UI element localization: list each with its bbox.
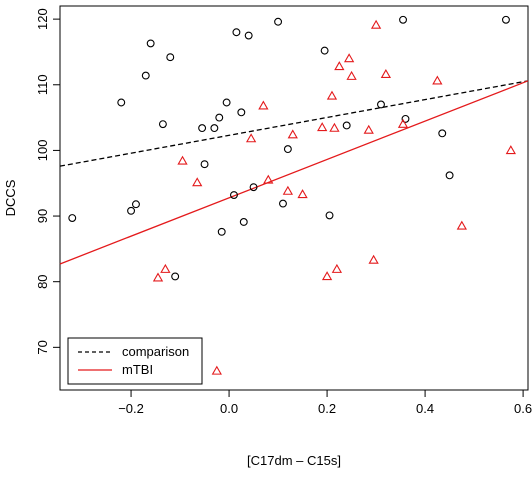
mtbi-fit-line — [59, 80, 529, 265]
mtbi-point — [263, 174, 274, 184]
y-tick-label: 120 — [35, 8, 50, 30]
y-tick-label: 70 — [35, 340, 50, 354]
comparison-point — [230, 191, 238, 199]
mtbi-point — [321, 271, 333, 281]
data-points — [68, 15, 516, 375]
y-tick-label: 80 — [35, 274, 50, 288]
comparison-point — [127, 206, 136, 215]
comparison-point — [279, 199, 287, 208]
comparison-point — [401, 114, 410, 123]
mtbi-point — [152, 272, 164, 282]
comparison-point — [283, 145, 292, 154]
comparison-point — [244, 31, 253, 40]
mtbi-point — [297, 189, 308, 199]
comparison-point — [445, 171, 454, 180]
comparison-point — [222, 98, 231, 107]
plot-area — [59, 5, 529, 391]
mtbi-point — [343, 53, 355, 63]
mtbi-point — [346, 70, 357, 80]
legend-mtbi-label: mTBI — [122, 362, 153, 377]
x-tick-label: −0.2 — [118, 401, 144, 416]
comparison-point — [239, 218, 248, 226]
y-tick-label: 90 — [35, 209, 50, 223]
mtbi-point — [245, 133, 257, 143]
mtbi-point — [287, 129, 298, 139]
x-tick-label: 0.2 — [318, 401, 336, 416]
legend: comparison mTBI — [67, 337, 203, 385]
x-axis-label: [C17dm – C15s] — [247, 453, 341, 468]
mtbi-point — [368, 254, 379, 264]
comparison-point — [117, 98, 126, 107]
fit-lines — [59, 80, 529, 265]
y-axis: 70 80 90 100 110 120 — [35, 8, 60, 355]
comparison-point — [249, 183, 258, 192]
comparison-point — [274, 17, 283, 26]
comparison-point — [325, 211, 334, 220]
comparison-point — [399, 15, 407, 24]
comparison-point — [438, 129, 447, 138]
comparison-fit-line — [59, 80, 529, 167]
comparison-point — [320, 46, 329, 55]
mtbi-point — [370, 19, 382, 29]
comparison-point — [171, 272, 180, 281]
mtbi-point — [334, 61, 345, 71]
mtbi-point — [282, 185, 294, 195]
mtbi-point — [397, 118, 409, 128]
comparison-point — [210, 124, 219, 133]
y-axis-label: DCCS — [3, 179, 18, 216]
mtbi-point — [505, 145, 516, 155]
x-axis: −0.2 0.0 0.2 0.4 0.6 — [118, 390, 532, 416]
x-tick-label: 0.4 — [416, 401, 434, 416]
comparison-point — [217, 227, 226, 236]
mtbi-point — [317, 122, 328, 132]
comparison-point — [237, 108, 246, 117]
mtbi-point — [380, 68, 392, 78]
comparison-point — [146, 39, 155, 48]
mtbi-point — [258, 100, 269, 110]
comparison-point — [158, 120, 167, 129]
legend-comparison-label: comparison — [122, 344, 189, 359]
plot-frame — [59, 5, 529, 391]
mtbi-point — [331, 263, 343, 273]
legend-box — [67, 337, 203, 385]
comparison-point — [232, 28, 241, 37]
mtbi-point — [329, 122, 340, 132]
y-tick-label: 100 — [35, 140, 50, 162]
comparison-point — [342, 121, 351, 130]
comparison-point — [501, 15, 510, 24]
mtbi-point — [177, 155, 188, 165]
mtbi-point — [211, 365, 222, 375]
mtbi-point — [456, 220, 467, 230]
mtbi-point — [326, 90, 338, 100]
mtbi-point — [363, 124, 374, 134]
mtbi-point — [432, 75, 443, 85]
x-tick-label: 0.6 — [514, 401, 532, 416]
comparison-point — [132, 200, 140, 209]
x-tick-label: 0.0 — [220, 401, 238, 416]
mtbi-point — [160, 263, 171, 273]
mtbi-point — [192, 177, 203, 187]
comparison-point — [68, 214, 77, 222]
comparison-point — [377, 100, 385, 109]
comparison-point — [198, 124, 207, 133]
comparison-point — [166, 53, 175, 62]
comparison-point — [141, 71, 150, 80]
y-tick-label: 110 — [35, 74, 50, 95]
comparison-point — [215, 113, 224, 122]
comparison-point — [200, 160, 209, 169]
